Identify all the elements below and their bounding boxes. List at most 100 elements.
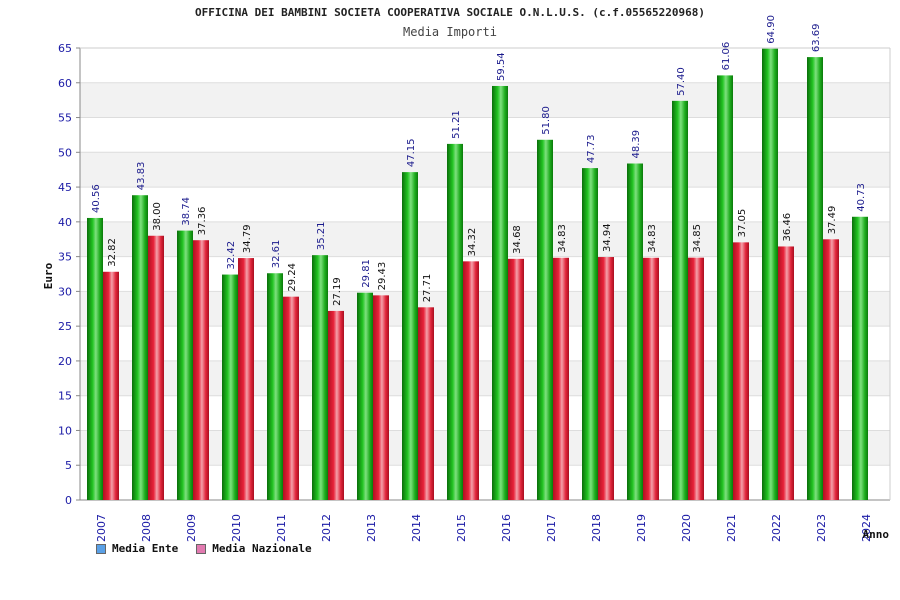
bar-media-nazionale bbox=[418, 307, 434, 500]
y-tick-label: 35 bbox=[58, 251, 72, 264]
x-tick-label: 2015 bbox=[455, 514, 468, 542]
data-label: 61.06 bbox=[721, 42, 732, 71]
chart-title: OFFICINA DEI BAMBINI SOCIETA COOPERATIVA… bbox=[195, 6, 705, 19]
x-tick-label: 2016 bbox=[500, 514, 513, 542]
bar-media-nazionale bbox=[148, 235, 164, 500]
data-label: 37.49 bbox=[827, 206, 838, 235]
legend-item-media-ente: Media Ente bbox=[96, 542, 178, 555]
bar-media-nazionale bbox=[238, 258, 254, 500]
data-label: 34.85 bbox=[692, 224, 703, 253]
data-label: 40.56 bbox=[91, 184, 102, 213]
x-tick-label: 2023 bbox=[815, 514, 828, 542]
bar-media-ente bbox=[852, 216, 868, 501]
x-tick-label: 2019 bbox=[635, 514, 648, 542]
x-tick-label: 2022 bbox=[770, 514, 783, 542]
y-tick-label: 50 bbox=[58, 146, 72, 159]
data-label: 63.69 bbox=[811, 23, 822, 52]
bar-media-nazionale bbox=[643, 257, 659, 500]
y-axis-title: Euro bbox=[42, 262, 55, 289]
grid-band bbox=[80, 326, 890, 361]
y-tick-label: 55 bbox=[58, 112, 72, 125]
data-label: 34.83 bbox=[647, 224, 658, 253]
bar-media-ente bbox=[627, 163, 643, 500]
data-label: 29.43 bbox=[377, 262, 388, 291]
x-tick-label: 2018 bbox=[590, 514, 603, 542]
grid-band bbox=[80, 291, 890, 327]
y-tick-label: 65 bbox=[58, 42, 72, 55]
data-label: 51.21 bbox=[451, 110, 462, 139]
data-label: 34.79 bbox=[242, 224, 253, 253]
grid-band bbox=[80, 360, 890, 396]
data-label: 38.00 bbox=[152, 202, 163, 231]
bar-media-nazionale bbox=[193, 240, 209, 500]
grid-band bbox=[80, 152, 890, 188]
grid-band bbox=[80, 395, 890, 431]
y-tick-label: 45 bbox=[58, 181, 72, 194]
chart-subtitle: Media Importi bbox=[403, 25, 497, 39]
bar-media-nazionale bbox=[103, 271, 119, 500]
bar-media-nazionale bbox=[373, 295, 389, 500]
y-tick-label: 5 bbox=[65, 459, 72, 472]
x-tick-label: 2021 bbox=[725, 514, 738, 542]
x-axis-title: Anno bbox=[863, 528, 890, 541]
grid-band bbox=[80, 82, 890, 118]
y-tick-label: 15 bbox=[58, 390, 72, 403]
bar-media-ente bbox=[672, 100, 688, 500]
y-tick-label: 60 bbox=[58, 77, 72, 90]
legend-swatch-media-nazionale bbox=[196, 543, 207, 554]
bar-media-ente bbox=[582, 168, 598, 500]
bar-media-nazionale bbox=[688, 257, 704, 500]
bar-media-ente bbox=[357, 292, 373, 500]
x-tick-label: 2014 bbox=[410, 514, 423, 542]
bar-media-nazionale bbox=[508, 258, 524, 500]
legend: Media Ente Media Nazionale bbox=[96, 542, 312, 555]
bar-media-ente bbox=[222, 274, 238, 500]
bar-media-nazionale bbox=[778, 246, 794, 500]
bar-media-nazionale bbox=[283, 296, 299, 500]
legend-label-media-nazionale: Media Nazionale bbox=[212, 542, 312, 555]
data-label: 34.83 bbox=[557, 224, 568, 253]
x-tick-label: 2017 bbox=[545, 514, 558, 542]
grid-band bbox=[80, 465, 890, 500]
data-label: 27.71 bbox=[422, 274, 433, 303]
x-tick-label: 2009 bbox=[185, 514, 198, 542]
bar-media-ente bbox=[87, 217, 103, 500]
bar-media-ente bbox=[132, 195, 148, 500]
data-label: 36.46 bbox=[782, 213, 793, 242]
bar-media-ente bbox=[402, 172, 418, 500]
legend-item-media-nazionale: Media Nazionale bbox=[196, 542, 312, 555]
bar-media-nazionale bbox=[598, 257, 614, 500]
bar-media-nazionale bbox=[553, 257, 569, 500]
x-tick-label: 2012 bbox=[320, 514, 333, 542]
bar-media-ente bbox=[537, 139, 553, 500]
bar-media-nazionale bbox=[463, 261, 479, 500]
bar-media-ente bbox=[762, 48, 778, 501]
grid-band bbox=[80, 187, 890, 222]
y-tick-label: 0 bbox=[65, 494, 72, 507]
y-tick-label: 40 bbox=[58, 216, 72, 229]
bar-media-nazionale bbox=[823, 239, 839, 501]
data-label: 43.83 bbox=[136, 162, 147, 191]
bar-media-ente bbox=[267, 273, 283, 500]
bar-media-ente bbox=[807, 57, 823, 501]
y-tick-label: 20 bbox=[58, 355, 72, 368]
data-label: 64.90 bbox=[766, 15, 777, 44]
bar-media-ente bbox=[492, 85, 508, 500]
grid-band bbox=[80, 48, 890, 83]
data-label: 32.42 bbox=[226, 241, 237, 270]
data-label: 38.74 bbox=[181, 197, 192, 226]
bar-media-ente bbox=[717, 75, 733, 500]
data-label: 57.40 bbox=[676, 67, 687, 96]
x-tick-label: 2010 bbox=[230, 514, 243, 542]
data-label: 29.81 bbox=[361, 259, 372, 288]
data-label: 59.54 bbox=[496, 52, 507, 81]
data-label: 48.39 bbox=[631, 130, 642, 159]
x-tick-label: 2020 bbox=[680, 514, 693, 542]
data-label: 32.61 bbox=[271, 240, 282, 269]
y-tick-label: 30 bbox=[58, 285, 72, 298]
data-label: 34.94 bbox=[602, 223, 613, 252]
bar-media-ente bbox=[447, 143, 463, 500]
x-tick-label: 2007 bbox=[95, 514, 108, 542]
data-label: 34.32 bbox=[467, 228, 478, 257]
